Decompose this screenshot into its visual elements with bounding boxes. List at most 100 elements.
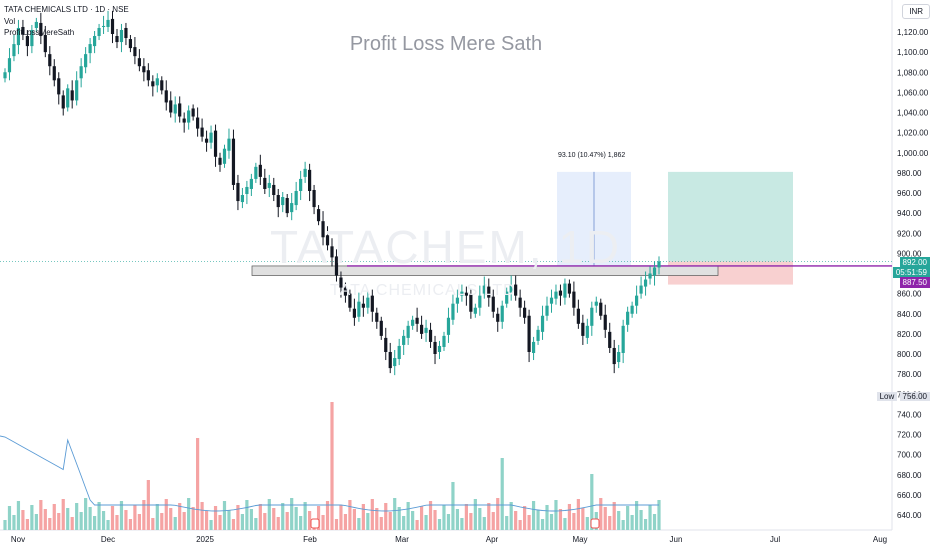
candle-body — [25, 36, 29, 47]
volume-bar — [267, 499, 271, 530]
candle-body — [455, 297, 460, 304]
candle-body — [200, 127, 204, 137]
volume-bar — [357, 518, 361, 530]
volume-bar — [25, 519, 29, 530]
volume-bar — [464, 504, 468, 530]
volume-bar — [200, 502, 204, 530]
candle-body — [12, 44, 16, 57]
candle-body — [648, 273, 652, 279]
volume-bar — [491, 512, 495, 530]
candle-body — [540, 315, 545, 332]
target-zone — [668, 171, 793, 262]
volume-bar — [339, 505, 343, 530]
candle-body — [137, 58, 141, 67]
candle-body — [509, 285, 513, 293]
volume-bar — [388, 512, 392, 530]
level-price-tag: 887.50 — [899, 277, 930, 288]
y-tick-label: 800.00 — [897, 350, 922, 359]
candle-body — [218, 157, 222, 165]
candle-body — [572, 291, 576, 308]
volume-bar — [460, 518, 464, 530]
candle-body — [173, 104, 177, 114]
candle-body — [119, 29, 124, 43]
indicator-label[interactable]: ProfitLossMereSath — [4, 28, 75, 37]
volume-bar — [119, 501, 124, 530]
volume-bar — [330, 402, 334, 530]
y-tick-label: 660.00 — [897, 491, 922, 500]
candle-body — [536, 329, 540, 341]
volume-bar — [626, 506, 630, 530]
volume-bar — [142, 500, 146, 530]
y-tick-label: 700.00 — [897, 451, 922, 460]
volume-bar — [361, 504, 365, 530]
candle-body — [21, 26, 25, 35]
volume-bar — [276, 517, 280, 530]
candle-body — [343, 287, 348, 296]
x-tick-label: Feb — [303, 535, 317, 544]
volume-bar — [446, 514, 451, 530]
volume-bar — [509, 502, 513, 530]
currency-button[interactable]: INR — [902, 4, 930, 19]
volume-bar — [545, 505, 549, 530]
y-tick-label: 1,020.00 — [897, 129, 929, 138]
candle-body — [393, 358, 397, 367]
candle-body — [57, 78, 61, 95]
candle-body — [464, 292, 468, 296]
candle-body — [191, 108, 195, 117]
volume-bar — [505, 516, 509, 530]
y-tick-label: 1,100.00 — [897, 48, 929, 57]
volume-bar — [540, 519, 545, 530]
volume-bar — [151, 518, 155, 530]
volume-bar — [451, 482, 455, 530]
candle-body — [187, 110, 191, 123]
candle-body — [437, 345, 442, 352]
candle-body — [576, 308, 580, 324]
candle-body — [124, 27, 128, 39]
candle-body — [402, 335, 406, 345]
volume-bar — [572, 513, 576, 530]
candle-body — [97, 27, 101, 37]
volume-bar — [231, 519, 236, 530]
volume-bar — [299, 516, 303, 530]
y-tick-label: 820.00 — [897, 330, 922, 339]
volume-bar — [325, 501, 330, 530]
candle-body — [146, 70, 150, 81]
volume-bar — [603, 507, 607, 530]
volume-bar — [406, 502, 410, 530]
volume-bar — [536, 510, 540, 530]
x-tick-label: Nov — [11, 535, 25, 544]
volume-bar — [263, 513, 267, 530]
candle-body — [496, 313, 500, 322]
volume-bar — [88, 507, 92, 530]
candle-body — [316, 209, 321, 222]
volume-bar — [48, 518, 52, 530]
volume-bar — [379, 517, 383, 530]
volume-bar — [599, 498, 603, 530]
candle-body — [249, 178, 253, 189]
candle-body — [3, 72, 7, 79]
candle-body — [411, 319, 415, 326]
volume-bar — [375, 508, 379, 530]
volume-bar — [204, 511, 209, 530]
volume-bar — [558, 509, 563, 530]
volume-bar — [384, 503, 388, 530]
volume-bar — [487, 503, 491, 530]
candle-body — [155, 78, 159, 86]
volume-bar — [415, 520, 419, 530]
candle-body — [325, 235, 330, 246]
y-tick-label: 980.00 — [897, 169, 922, 178]
volume-bar — [39, 500, 43, 530]
volume-bar — [612, 502, 616, 530]
volume-bar — [137, 514, 141, 530]
candle-body — [635, 295, 639, 306]
volume-bar — [79, 512, 83, 530]
watermark-title: Profit Loss Mere Sath — [349, 33, 543, 55]
candle-body — [312, 189, 316, 208]
candle-body — [160, 80, 164, 91]
candle-body — [505, 291, 509, 304]
low-label: Low — [876, 392, 898, 401]
volume-bar — [442, 505, 446, 530]
volume-bar — [227, 510, 231, 530]
candle-body — [245, 186, 249, 195]
